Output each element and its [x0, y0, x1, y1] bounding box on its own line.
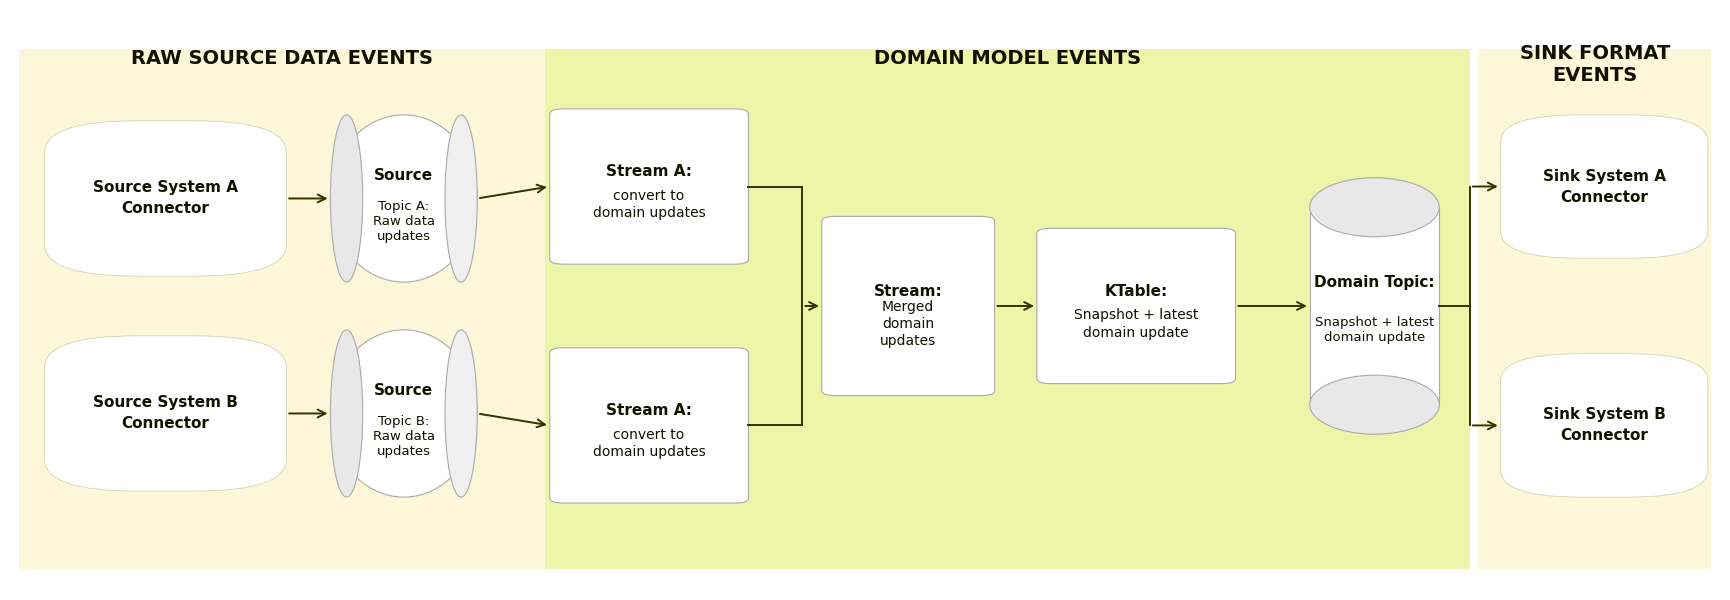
Ellipse shape	[330, 330, 363, 497]
Text: Snapshot + latest
domain update: Snapshot + latest domain update	[1074, 308, 1199, 340]
FancyBboxPatch shape	[1477, 49, 1711, 569]
Text: Stream:: Stream:	[874, 284, 943, 299]
FancyBboxPatch shape	[1310, 207, 1439, 404]
Text: convert to
domain updates: convert to domain updates	[593, 428, 706, 459]
FancyBboxPatch shape	[545, 49, 1469, 569]
Text: Stream A:: Stream A:	[606, 164, 692, 179]
Text: Snapshot + latest
domain update: Snapshot + latest domain update	[1315, 316, 1434, 344]
Text: Source: Source	[374, 383, 434, 398]
Text: Source: Source	[374, 167, 434, 182]
Text: Stream A:: Stream A:	[606, 403, 692, 418]
Ellipse shape	[445, 330, 477, 497]
FancyBboxPatch shape	[19, 49, 545, 569]
Ellipse shape	[445, 115, 477, 282]
Text: Sink System B
Connector: Sink System B Connector	[1543, 407, 1666, 443]
FancyBboxPatch shape	[1036, 229, 1235, 383]
Text: Source System B
Connector: Source System B Connector	[93, 395, 239, 431]
FancyBboxPatch shape	[45, 121, 287, 276]
Text: convert to
domain updates: convert to domain updates	[593, 189, 706, 220]
Text: Sink System A
Connector: Sink System A Connector	[1543, 169, 1666, 205]
Text: DOMAIN MODEL EVENTS: DOMAIN MODEL EVENTS	[874, 49, 1142, 68]
Text: RAW SOURCE DATA EVENTS: RAW SOURCE DATA EVENTS	[131, 49, 432, 68]
FancyBboxPatch shape	[822, 217, 995, 395]
Text: Merged
domain
updates: Merged domain updates	[881, 299, 936, 348]
FancyBboxPatch shape	[550, 348, 749, 503]
Text: Domain Topic:: Domain Topic:	[1315, 275, 1434, 290]
Ellipse shape	[330, 115, 363, 282]
Text: SINK FORMAT
EVENTS: SINK FORMAT EVENTS	[1519, 44, 1669, 85]
FancyBboxPatch shape	[45, 336, 287, 491]
Ellipse shape	[330, 330, 477, 497]
FancyBboxPatch shape	[1500, 115, 1708, 258]
Text: Topic A:
Raw data
updates: Topic A: Raw data updates	[372, 200, 434, 244]
Text: Topic B:
Raw data
updates: Topic B: Raw data updates	[372, 415, 434, 458]
Text: KTable:: KTable:	[1104, 284, 1168, 299]
FancyBboxPatch shape	[1500, 354, 1708, 497]
Text: Source System A
Connector: Source System A Connector	[93, 181, 239, 217]
FancyBboxPatch shape	[550, 109, 749, 264]
Ellipse shape	[1310, 178, 1439, 237]
Ellipse shape	[330, 115, 477, 282]
Ellipse shape	[1310, 375, 1439, 434]
